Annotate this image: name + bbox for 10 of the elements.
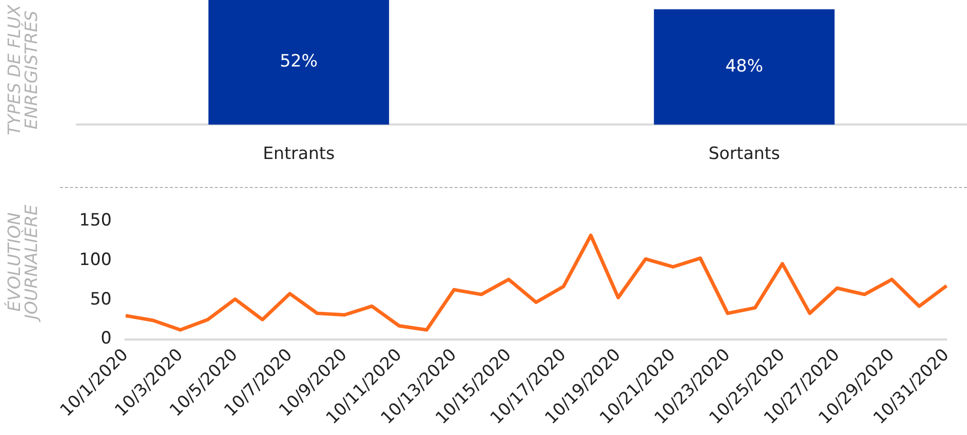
data-label: 48%	[725, 56, 764, 77]
y-tick-label: 100	[79, 250, 112, 270]
y-tick-label: 150	[79, 210, 112, 231]
y-tick-label: 50	[90, 289, 112, 310]
y-tick-label: 0	[100, 328, 112, 349]
y-axis-title: ÉVOLUTION JOURNALIÈRE	[5, 204, 42, 324]
x-tick-label: Entrants	[262, 144, 335, 164]
y-axis-title: TYPES DE FLUX ENREGISTRÉS	[5, 4, 42, 138]
x-tick-label: Sortants	[708, 144, 780, 164]
data-label: 52%	[280, 52, 318, 72]
